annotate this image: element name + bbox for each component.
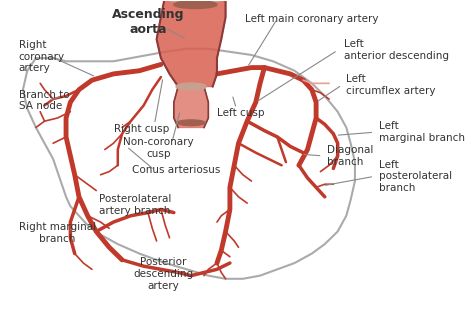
Text: Left main coronary artery: Left main coronary artery <box>245 14 379 24</box>
Text: Posterior
descending
artery: Posterior descending artery <box>133 258 193 291</box>
Polygon shape <box>156 0 226 86</box>
Ellipse shape <box>177 120 205 126</box>
Text: Left cusp: Left cusp <box>217 108 264 118</box>
Text: Right marginal
branch: Right marginal branch <box>19 222 96 244</box>
Text: Diagonal
branch: Diagonal branch <box>327 145 374 167</box>
Ellipse shape <box>165 0 226 3</box>
Polygon shape <box>23 49 355 279</box>
Polygon shape <box>174 86 209 128</box>
Text: Non-coronary
cusp: Non-coronary cusp <box>123 137 194 159</box>
Text: Conus arteriosus: Conus arteriosus <box>132 165 220 175</box>
Text: Right cusp: Right cusp <box>114 124 169 134</box>
Text: Left
anterior descending: Left anterior descending <box>344 39 449 61</box>
Text: Right
coronary
artery: Right coronary artery <box>18 40 65 73</box>
Text: Ascending
aorta: Ascending aorta <box>112 8 184 36</box>
Text: Left
marginal branch: Left marginal branch <box>379 121 465 143</box>
Text: Left
circumflex artery: Left circumflex artery <box>346 74 436 96</box>
Text: Branch to
SA node: Branch to SA node <box>18 90 69 112</box>
Ellipse shape <box>176 83 206 90</box>
Text: Left
posterolateral
branch: Left posterolateral branch <box>379 160 452 193</box>
Ellipse shape <box>174 1 217 9</box>
Text: Posterolateral
artery branch: Posterolateral artery branch <box>99 194 171 216</box>
